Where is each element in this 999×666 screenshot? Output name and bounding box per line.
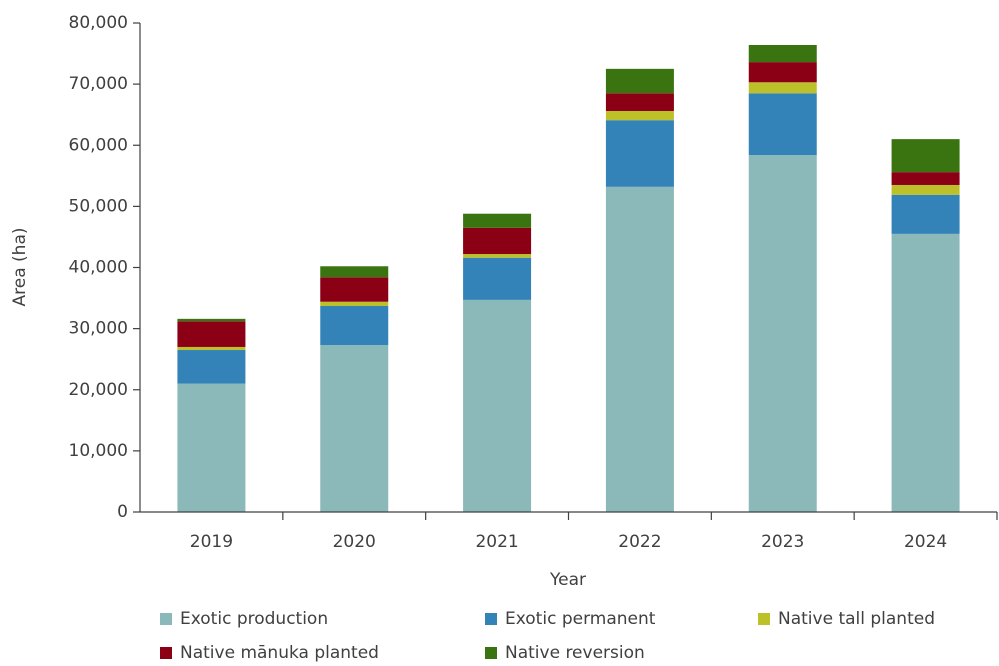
y-tick-label: 40,000 xyxy=(69,258,128,278)
legend-swatch xyxy=(485,613,497,625)
bar-segment xyxy=(177,318,246,322)
legend-swatch xyxy=(160,647,172,659)
bar-segment xyxy=(891,233,960,512)
legend-label: Native tall planted xyxy=(778,609,935,629)
legend-label: Exotic permanent xyxy=(505,609,656,629)
x-tick-label: 2021 xyxy=(475,532,518,552)
bar-segment xyxy=(177,383,246,512)
bar-segment xyxy=(605,111,674,121)
bar-segment xyxy=(605,120,674,187)
y-tick-label: 70,000 xyxy=(69,74,128,94)
bar-segment xyxy=(463,257,532,300)
bar-segment xyxy=(748,82,817,94)
bar-segment xyxy=(748,155,817,512)
bar-segment xyxy=(177,350,246,384)
bar-segment xyxy=(320,306,389,346)
bar-segment xyxy=(463,227,532,255)
y-tick-label: 20,000 xyxy=(69,380,128,400)
bar-segment xyxy=(748,62,817,83)
bar-segment xyxy=(320,345,389,512)
y-tick-label: 80,000 xyxy=(69,13,128,33)
bar-segment xyxy=(891,184,960,195)
y-axis-title: Area (ha) xyxy=(10,228,30,307)
bar-segment xyxy=(748,45,817,63)
y-tick-label: 10,000 xyxy=(69,441,128,461)
bar-segment xyxy=(320,266,389,278)
x-tick-label: 2024 xyxy=(904,532,947,552)
legend-label: Exotic production xyxy=(180,609,328,629)
legend-label: Native reversion xyxy=(505,643,645,663)
x-tick-label: 2020 xyxy=(333,532,376,552)
legend-label: Native mānuka planted xyxy=(180,643,379,663)
bar-segment xyxy=(605,93,674,112)
y-tick-label: 50,000 xyxy=(69,196,128,216)
bar-segment xyxy=(891,139,960,173)
x-axis-title: Year xyxy=(549,570,586,590)
bar-segment xyxy=(320,277,389,302)
x-tick-label: 2022 xyxy=(618,532,661,552)
bar-segment xyxy=(463,213,532,228)
y-tick-label: 30,000 xyxy=(69,319,128,339)
y-tick-label: 60,000 xyxy=(69,135,128,155)
bar-segment xyxy=(177,321,246,347)
x-tick-label: 2023 xyxy=(761,532,804,552)
bar-segment xyxy=(320,301,389,307)
bar-segment xyxy=(605,68,674,94)
legend-swatch xyxy=(485,647,497,659)
legend-swatch xyxy=(160,613,172,625)
bar-segment xyxy=(463,299,532,512)
bar-segment xyxy=(891,172,960,185)
x-tick-label: 2019 xyxy=(190,532,233,552)
bar-segment xyxy=(748,93,817,156)
bar-segment xyxy=(891,194,960,234)
y-tick-label: 0 xyxy=(117,502,128,522)
bar-segment xyxy=(177,346,246,351)
bar-segment xyxy=(605,186,674,512)
legend-swatch xyxy=(758,613,770,625)
bar-segment xyxy=(463,254,532,258)
